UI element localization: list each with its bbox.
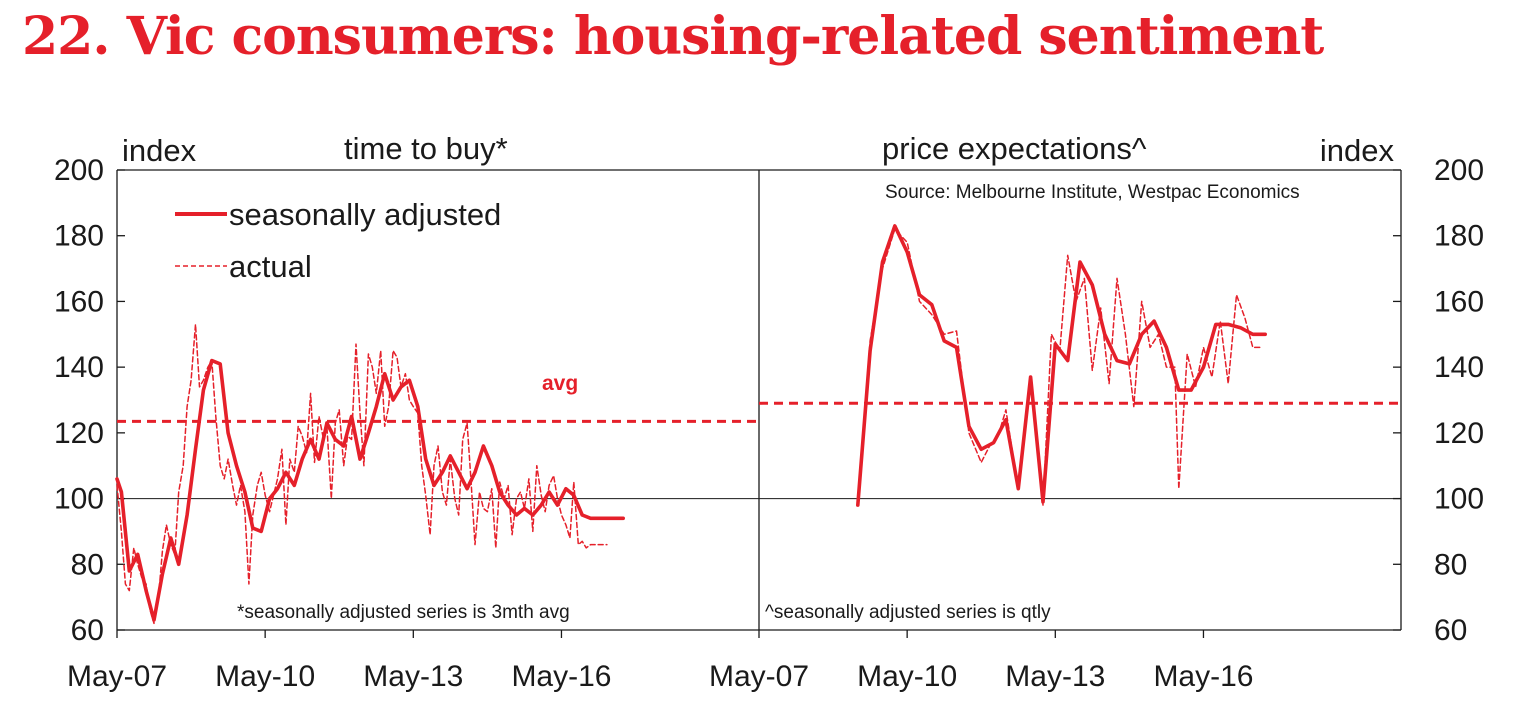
x-tick-label: May-07 [709,660,809,693]
y-tick-label-right: 140 [1434,351,1484,384]
x-tick-label: May-07 [67,660,167,693]
x-tick-label: May-16 [1153,660,1253,693]
y-tick-label-left: 100 [54,483,104,516]
y-tick-label-left: 120 [54,417,104,450]
x-tick-label: May-10 [857,660,957,693]
legend-label-actual: actual [229,249,312,284]
left-footnote: *seasonally adjusted series is 3mth avg [237,602,570,623]
legend-label-seasonally-adjusted: seasonally adjusted [229,197,501,232]
y-tick-label-left: 60 [71,614,104,647]
y-tick-label-right: 120 [1434,417,1484,450]
y-tick-label-left: 80 [71,548,104,581]
y-tick-label-left: 200 [54,154,104,187]
left-index-label: index [122,133,197,168]
seasonally-adjusted-line-price-expectations [855,224,1267,507]
x-tick-label: May-16 [511,660,611,693]
right-footnote: ^seasonally adjusted series is qtly [765,602,1051,623]
source-note: Source: Melbourne Institute, Westpac Eco… [885,182,1300,203]
y-tick-label-right: 160 [1434,285,1484,318]
x-tick-label: May-10 [215,660,315,693]
x-tick-label: May-13 [363,660,463,693]
page-title: 22. Vic consumers: housing-related senti… [22,6,1324,67]
left-panel-title: time to buy* [344,131,508,166]
y-tick-label-left: 180 [54,220,104,253]
y-tick-label-right: 60 [1434,614,1467,647]
y-tick-label-right: 200 [1434,154,1484,187]
y-tick-label-right: 100 [1434,483,1484,516]
actual-line-time-to-buy [116,323,608,625]
y-tick-label-right: 80 [1434,548,1467,581]
x-tick-label: May-13 [1005,660,1105,693]
actual-line-price-expectations [857,228,1262,506]
right-index-label: index [1320,133,1395,168]
y-tick-label-left: 160 [54,285,104,318]
y-tick-label-right: 180 [1434,220,1484,253]
seasonally-adjusted-line-time-to-buy [115,358,626,622]
y-tick-label-left: 140 [54,351,104,384]
avg-label: avg [542,372,578,395]
right-panel-title: price expectations^ [882,131,1147,166]
